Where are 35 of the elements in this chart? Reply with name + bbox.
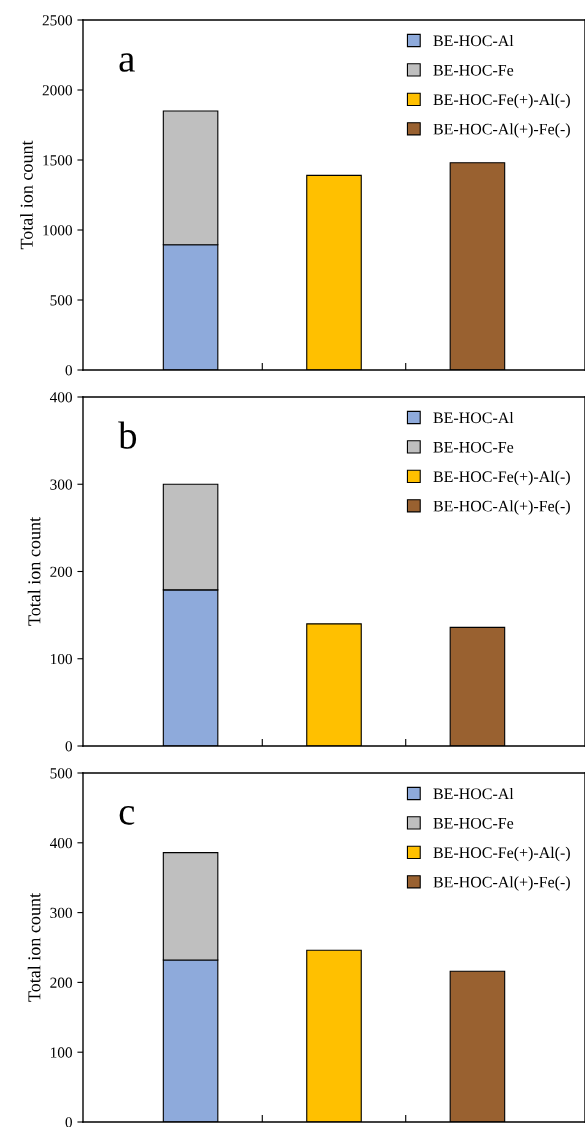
legend-label: BE-HOC-Al <box>433 787 514 800</box>
y-tick-label: 0 <box>65 741 72 752</box>
y-axis-title: Total ion count <box>27 893 41 1002</box>
y-tick-label: 2000 <box>42 85 72 96</box>
legend-label: BE-HOC-Al <box>433 34 514 47</box>
legend-label: BE-HOC-Fe(+)-Al(-) <box>433 93 570 109</box>
y-tick-label: 1500 <box>43 155 72 166</box>
y-tick-label: 400 <box>49 392 72 403</box>
legend-label: BE-HOC-Fe(+)-Al(-) <box>433 846 570 862</box>
y-tick-label: 400 <box>49 837 72 849</box>
y-tick-label: 200 <box>50 566 72 577</box>
annotation: b <box>118 421 137 449</box>
y-axis-title: Total ion count <box>27 517 41 626</box>
y-tick-label: 300 <box>50 479 72 490</box>
y-tick-label: 500 <box>50 768 72 779</box>
y-tick-label: 300 <box>50 907 72 919</box>
annotation: a <box>119 53 135 72</box>
y-tick-label: 100 <box>51 1047 72 1058</box>
legend-label: BE-HOC-Al(+)-Fe(-) <box>433 876 570 891</box>
legend-label: BE-HOC-Al(+)-Fe(-) <box>433 123 570 138</box>
y-tick-label: 0 <box>65 365 72 376</box>
legend-label: BE-HOC-Al <box>433 411 514 424</box>
legend-label: BE-HOC-Fe <box>433 817 514 829</box>
legend-label: BE-HOC-Fe(+)-Al(-) <box>433 470 570 486</box>
y-tick-label: 200 <box>50 977 72 988</box>
y-tick-label: 2500 <box>42 15 72 26</box>
y-tick-label: 1000 <box>43 225 72 236</box>
y-tick-label: 0 <box>65 1117 72 1127</box>
legend-label: BE-HOC-Fe <box>433 441 514 453</box>
annotation: c <box>119 806 135 825</box>
y-tick-label: 100 <box>51 653 72 665</box>
legend-label: BE-HOC-Fe <box>433 64 514 76</box>
y-tick-label: 500 <box>50 295 72 306</box>
y-axis-title: Total ion count <box>20 140 33 250</box>
legend-label: BE-HOC-Al(+)-Fe(-) <box>433 500 570 515</box>
